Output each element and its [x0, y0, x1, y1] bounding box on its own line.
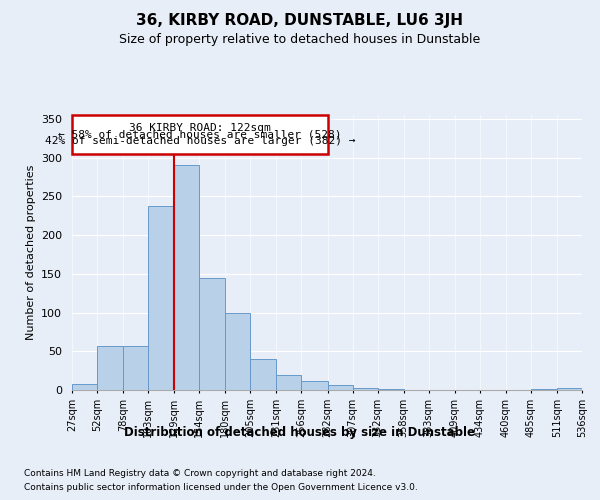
Bar	[97, 346, 123, 390]
Text: 42% of semi-detached houses are larger (382) →: 42% of semi-detached houses are larger (…	[44, 136, 355, 146]
Bar	[531, 389, 557, 390]
Bar	[226, 312, 250, 390]
Bar	[148, 206, 174, 390]
Text: Contains public sector information licensed under the Open Government Licence v3: Contains public sector information licen…	[24, 483, 418, 492]
Bar	[277, 374, 301, 390]
Text: 36, KIRBY ROAD, DUNSTABLE, LU6 3JH: 36, KIRBY ROAD, DUNSTABLE, LU6 3JH	[137, 12, 464, 28]
Bar	[328, 386, 353, 390]
FancyBboxPatch shape	[72, 115, 328, 154]
Bar	[557, 388, 582, 390]
Bar	[250, 359, 277, 390]
Bar	[123, 346, 148, 390]
Y-axis label: Number of detached properties: Number of detached properties	[26, 165, 35, 340]
Bar	[301, 382, 328, 390]
Text: Contains HM Land Registry data © Crown copyright and database right 2024.: Contains HM Land Registry data © Crown c…	[24, 470, 376, 478]
Text: 36 KIRBY ROAD: 122sqm: 36 KIRBY ROAD: 122sqm	[129, 122, 271, 132]
Bar	[72, 384, 97, 390]
Bar	[353, 388, 377, 390]
Text: Size of property relative to detached houses in Dunstable: Size of property relative to detached ho…	[119, 32, 481, 46]
Bar	[377, 389, 404, 390]
Text: Distribution of detached houses by size in Dunstable: Distribution of detached houses by size …	[125, 426, 476, 439]
Bar	[174, 166, 199, 390]
Bar	[199, 278, 226, 390]
Text: ← 58% of detached houses are smaller (528): ← 58% of detached houses are smaller (52…	[58, 130, 341, 140]
